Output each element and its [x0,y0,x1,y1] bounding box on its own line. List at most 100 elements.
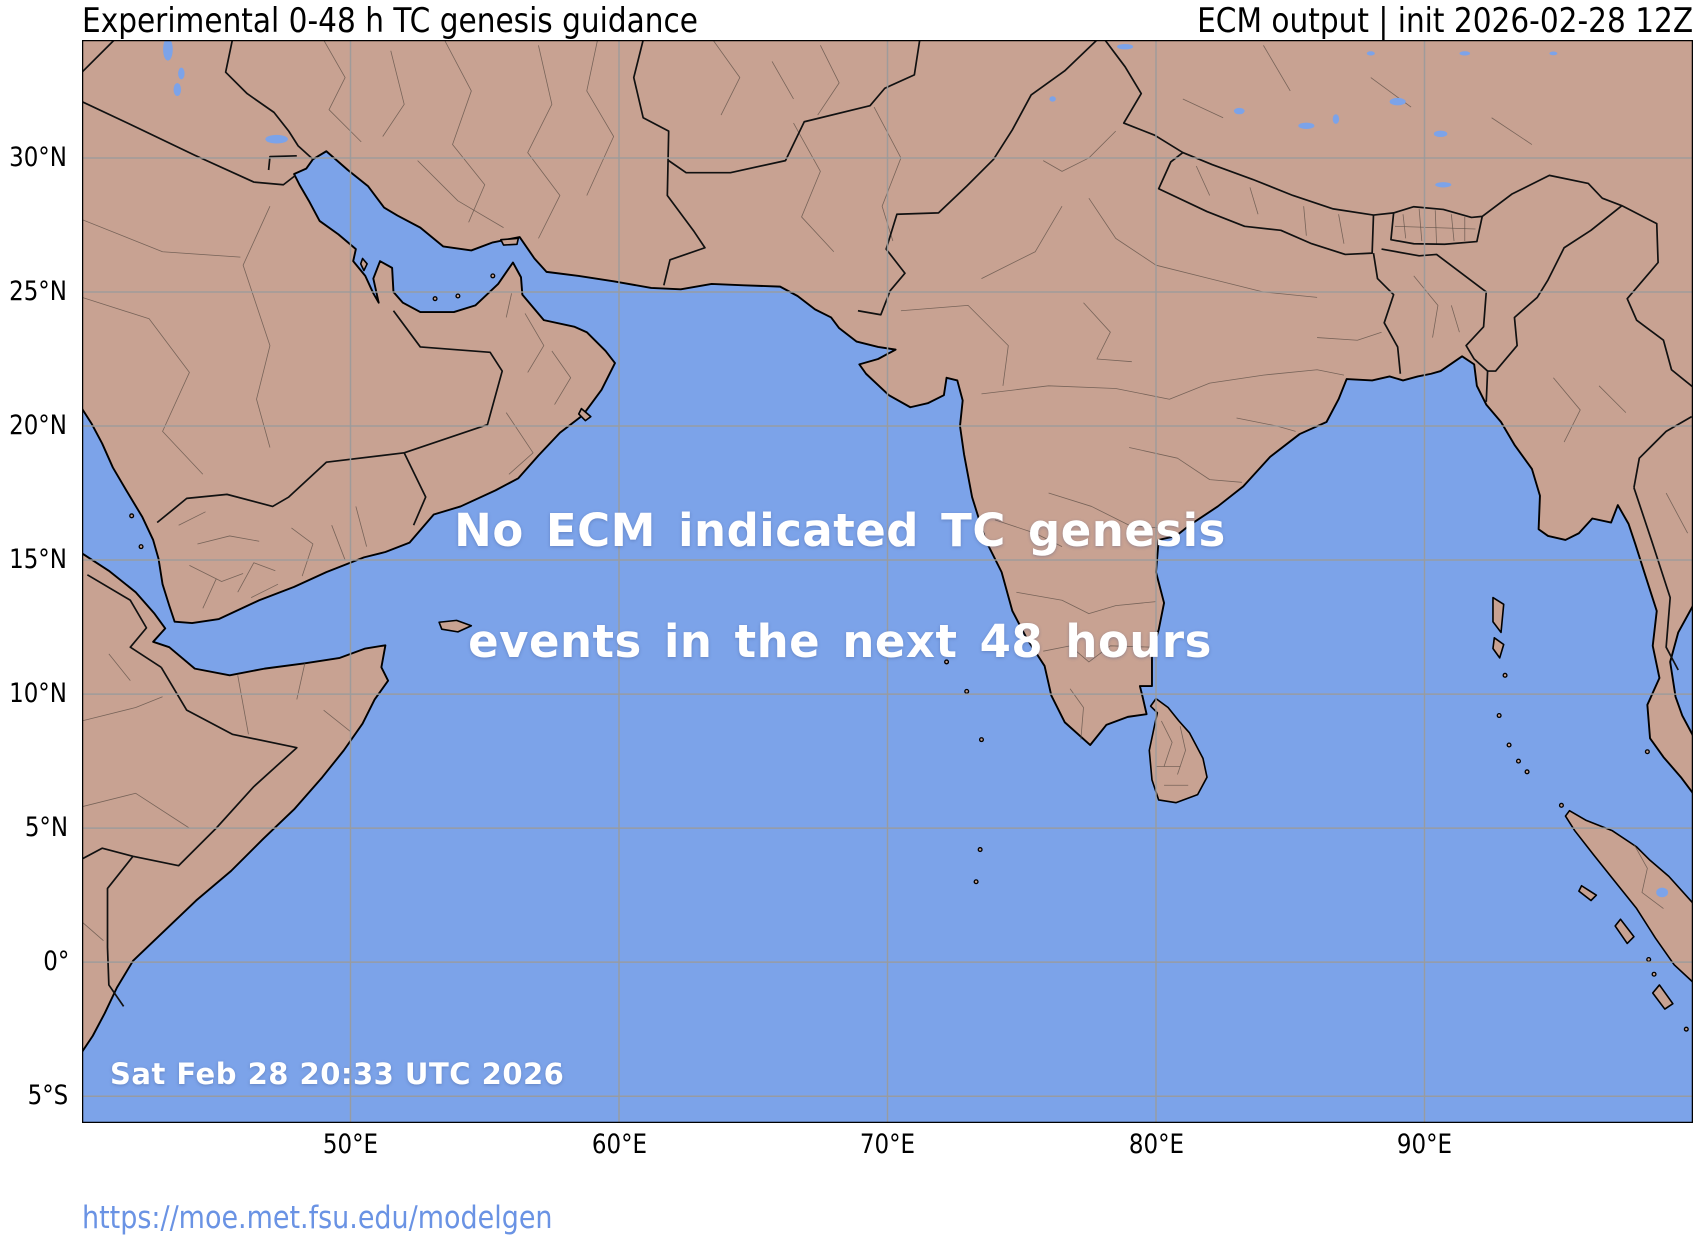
islet-dot-9 [130,514,134,518]
islet-dot-14 [1647,958,1651,962]
landmass-africa [82,553,388,1052]
lake-9 [1389,97,1406,106]
admin-border-11 [179,512,206,525]
admin-border-5 [238,563,276,592]
admin-border-30 [1016,592,1156,613]
admin-border-70 [1451,305,1459,332]
admin-border-25 [794,123,834,252]
lake-11 [1435,182,1452,188]
source-url-link[interactable]: https://moe.met.fsu.edu/modelgen [82,1200,623,1236]
country-border-0 [82,102,295,185]
admin-border-69 [1414,276,1438,338]
country-border-3 [82,40,114,72]
lake-15 [1656,887,1669,898]
admin-border-22 [713,40,740,115]
admin-border-39 [1043,131,1115,171]
admin-border-66 [1250,187,1258,214]
admin-border-67 [1304,206,1307,235]
admin-border-3 [189,565,243,581]
admin-border-1 [82,297,203,474]
islet-dot-10 [139,545,143,549]
islet-dot-19 [1503,673,1507,677]
country-border-12 [1391,213,1482,244]
admin-border-60 [1419,209,1422,241]
lake-12 [1366,51,1375,56]
country-border-10 [1105,40,1693,387]
map-canvas [82,40,1693,1123]
country-border-11 [1159,153,1374,255]
islet-dot-13 [491,274,495,278]
admin-border-68 [1339,214,1344,243]
islet-dot-11 [433,297,437,301]
country-border-7 [634,40,705,285]
admin-border-64 [1395,226,1476,229]
islet-dot-7 [978,848,982,852]
admin-border-7 [291,528,312,576]
islet-dot-2 [1517,759,1521,763]
admin-border-9 [356,506,367,546]
admin-border-38 [1089,198,1317,297]
admin-border-20 [587,40,614,195]
no-genesis-message-line2: events in the next 48 hours [468,615,1212,668]
country-border-1 [226,40,313,159]
admin-border-53 [324,710,351,731]
admin-border-44 [1263,45,1290,91]
admin-border-50 [109,654,130,681]
lake-14 [1549,51,1558,56]
islet-dot-4 [945,660,949,664]
admin-border-37 [995,520,1062,547]
admin-border-2 [82,220,240,258]
admin-border-12 [525,313,544,372]
admin-border-4 [203,579,216,608]
admin-border-48 [82,697,163,721]
lon-tick-label: 70°E [859,1129,916,1160]
admin-border-34 [1129,447,1242,482]
island-7 [1493,638,1504,658]
source-url-text: https://moe.met.fsu.edu/modelgen [82,1200,553,1236]
island-10 [1653,985,1673,1009]
country-border-4 [157,453,404,523]
island-2 [501,238,518,245]
admin-border-10 [197,536,259,544]
lat-tick-label: 5°N [24,812,69,844]
island-8 [1579,886,1596,901]
admin-border-28 [901,305,1008,385]
admin-border-36 [1317,332,1381,340]
admin-border-0 [243,206,270,447]
lon-tick-label: 90°E [1396,1129,1453,1160]
plot-title: Experimental 0-48 h TC genesis guidance [82,1,790,41]
admin-border-17 [383,51,404,137]
admin-border-8 [332,525,345,560]
country-border-6 [393,311,502,453]
island-5 [1565,811,1693,983]
lat-tick-label: 25°N [9,275,67,307]
lake-8 [1332,114,1340,124]
islet-dot-0 [1497,714,1501,718]
country-border-21 [108,856,134,1006]
admin-border-47 [1183,99,1223,118]
valid-time-stamp: Sat Feb 28 20:33 UTC 2026 [110,1057,565,1091]
lat-tick-label: 30°N [9,141,67,173]
islet-dot-17 [1645,750,1649,754]
lat-tick-label: 0° [43,946,70,978]
country-border-19 [133,667,297,865]
islet-dot-16 [1684,1027,1688,1031]
country-border-5 [404,453,425,525]
lon-tick-label: 50°E [322,1129,379,1160]
admin-border-42 [1553,378,1580,442]
admin-border-13 [552,351,571,405]
admin-border-23 [772,61,793,99]
admin-border-65 [1196,166,1209,195]
basemap-svg [82,40,1693,1123]
lat-tick-label: 15°N [9,544,67,576]
lake-10 [1433,130,1448,138]
admin-border-51 [238,675,249,734]
no-genesis-message-line1: No ECM indicated TC genesis [454,504,1226,557]
islet-dot-6 [980,738,984,742]
admin-border-62 [1451,214,1454,241]
admin-border-71 [1634,844,1664,908]
admin-border-16 [324,40,362,142]
country-border-9 [858,40,1097,315]
island-3 [361,258,367,270]
lat-tick-label: 10°N [9,678,67,710]
